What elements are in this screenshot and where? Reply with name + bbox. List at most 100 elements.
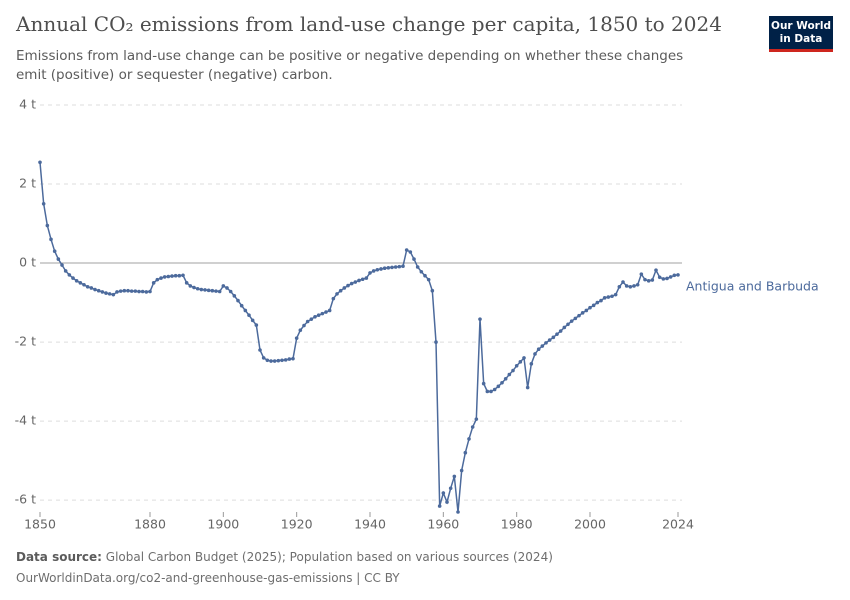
data-point (280, 358, 284, 363)
data-point (155, 277, 160, 282)
series-label: Antigua and Barbuda (686, 278, 819, 293)
data-point (349, 281, 354, 286)
data-point (206, 288, 211, 293)
y-tick-label: -6 t (15, 492, 36, 507)
source-line: Data source: Global Carbon Budget (2025)… (16, 547, 553, 568)
data-point (276, 358, 281, 363)
data-point (115, 290, 119, 294)
data-point (595, 300, 600, 305)
data-point (459, 468, 464, 473)
data-point (397, 264, 402, 269)
data-point (250, 318, 255, 323)
data-point (254, 323, 259, 327)
data-point (192, 285, 196, 290)
data-point (580, 311, 585, 315)
data-point (335, 292, 339, 296)
data-point (104, 291, 108, 295)
data-point (624, 284, 629, 288)
data-point (148, 289, 152, 294)
data-point (166, 274, 171, 279)
source-label: Data source: (16, 550, 102, 564)
data-point (408, 250, 413, 254)
data-point (551, 335, 556, 340)
data-point (305, 319, 310, 324)
data-point (287, 357, 292, 361)
data-point (353, 280, 358, 284)
data-point (232, 294, 237, 298)
y-tick-label: -4 t (15, 413, 36, 428)
data-point (210, 288, 215, 293)
source: Global Carbon Budget (2025); Population … (105, 550, 553, 564)
data-point (159, 276, 163, 280)
data-point (63, 269, 68, 273)
x-tick-label: 2024 (662, 517, 694, 532)
data-point (327, 308, 332, 313)
data-point (320, 311, 325, 316)
data-point (261, 356, 266, 360)
data-point (525, 385, 530, 390)
data-point (606, 295, 611, 299)
x-tick-label: 1880 (134, 517, 166, 532)
data-point (672, 273, 677, 278)
data-point (668, 275, 673, 279)
data-point (423, 273, 427, 278)
data-point (82, 282, 86, 287)
logo[interactable]: Our World in Data (769, 16, 833, 52)
data-point (199, 287, 204, 292)
data-point (324, 310, 328, 314)
data-point (617, 284, 622, 289)
data-point (170, 274, 174, 278)
data-point (481, 381, 486, 386)
chart-title: Annual CO₂ emissions from land-use chang… (16, 12, 722, 36)
data-point (243, 308, 248, 313)
data-point (390, 265, 394, 270)
data-point (133, 289, 138, 293)
data-point (478, 317, 482, 321)
chart-subtitle: Emissions from land-use change can be po… (16, 48, 684, 83)
data-point (470, 425, 475, 429)
data-point (188, 284, 193, 288)
data-point (456, 510, 460, 514)
data-point (177, 273, 182, 278)
data-point (529, 362, 534, 366)
data-point (379, 267, 383, 271)
data-point (368, 271, 372, 275)
data-point (573, 316, 578, 321)
data-point (60, 263, 64, 267)
data-point (228, 289, 233, 294)
data-point (78, 281, 83, 285)
data-point (181, 273, 185, 278)
data-point (360, 277, 365, 282)
data-point (346, 283, 350, 288)
data-point (386, 266, 391, 270)
data-point (236, 298, 240, 303)
data-point (544, 341, 548, 345)
data-point (74, 279, 79, 283)
data-point (404, 248, 409, 252)
data-point (555, 332, 559, 336)
data-point (507, 372, 512, 377)
data-point (632, 284, 636, 288)
data-point (588, 305, 592, 310)
data-point (371, 269, 376, 273)
data-point (137, 289, 141, 294)
data-point (162, 275, 167, 279)
data-point (419, 269, 424, 274)
data-point (85, 284, 90, 289)
data-point (118, 289, 123, 293)
data-point (364, 276, 369, 280)
data-point (272, 359, 277, 363)
data-point (412, 257, 416, 261)
data-point (357, 278, 361, 283)
url[interactable]: OurWorldinData.org/co2-and-greenhouse-ga… (16, 571, 400, 585)
data-point (650, 278, 655, 282)
data-point (437, 504, 442, 508)
data-point (291, 356, 295, 361)
x-tick-label: 2000 (574, 517, 606, 532)
data-point (52, 249, 57, 254)
data-point (38, 160, 42, 165)
data-point (445, 500, 449, 504)
data-point (540, 344, 545, 348)
data-point (441, 491, 446, 495)
data-point (122, 288, 127, 293)
